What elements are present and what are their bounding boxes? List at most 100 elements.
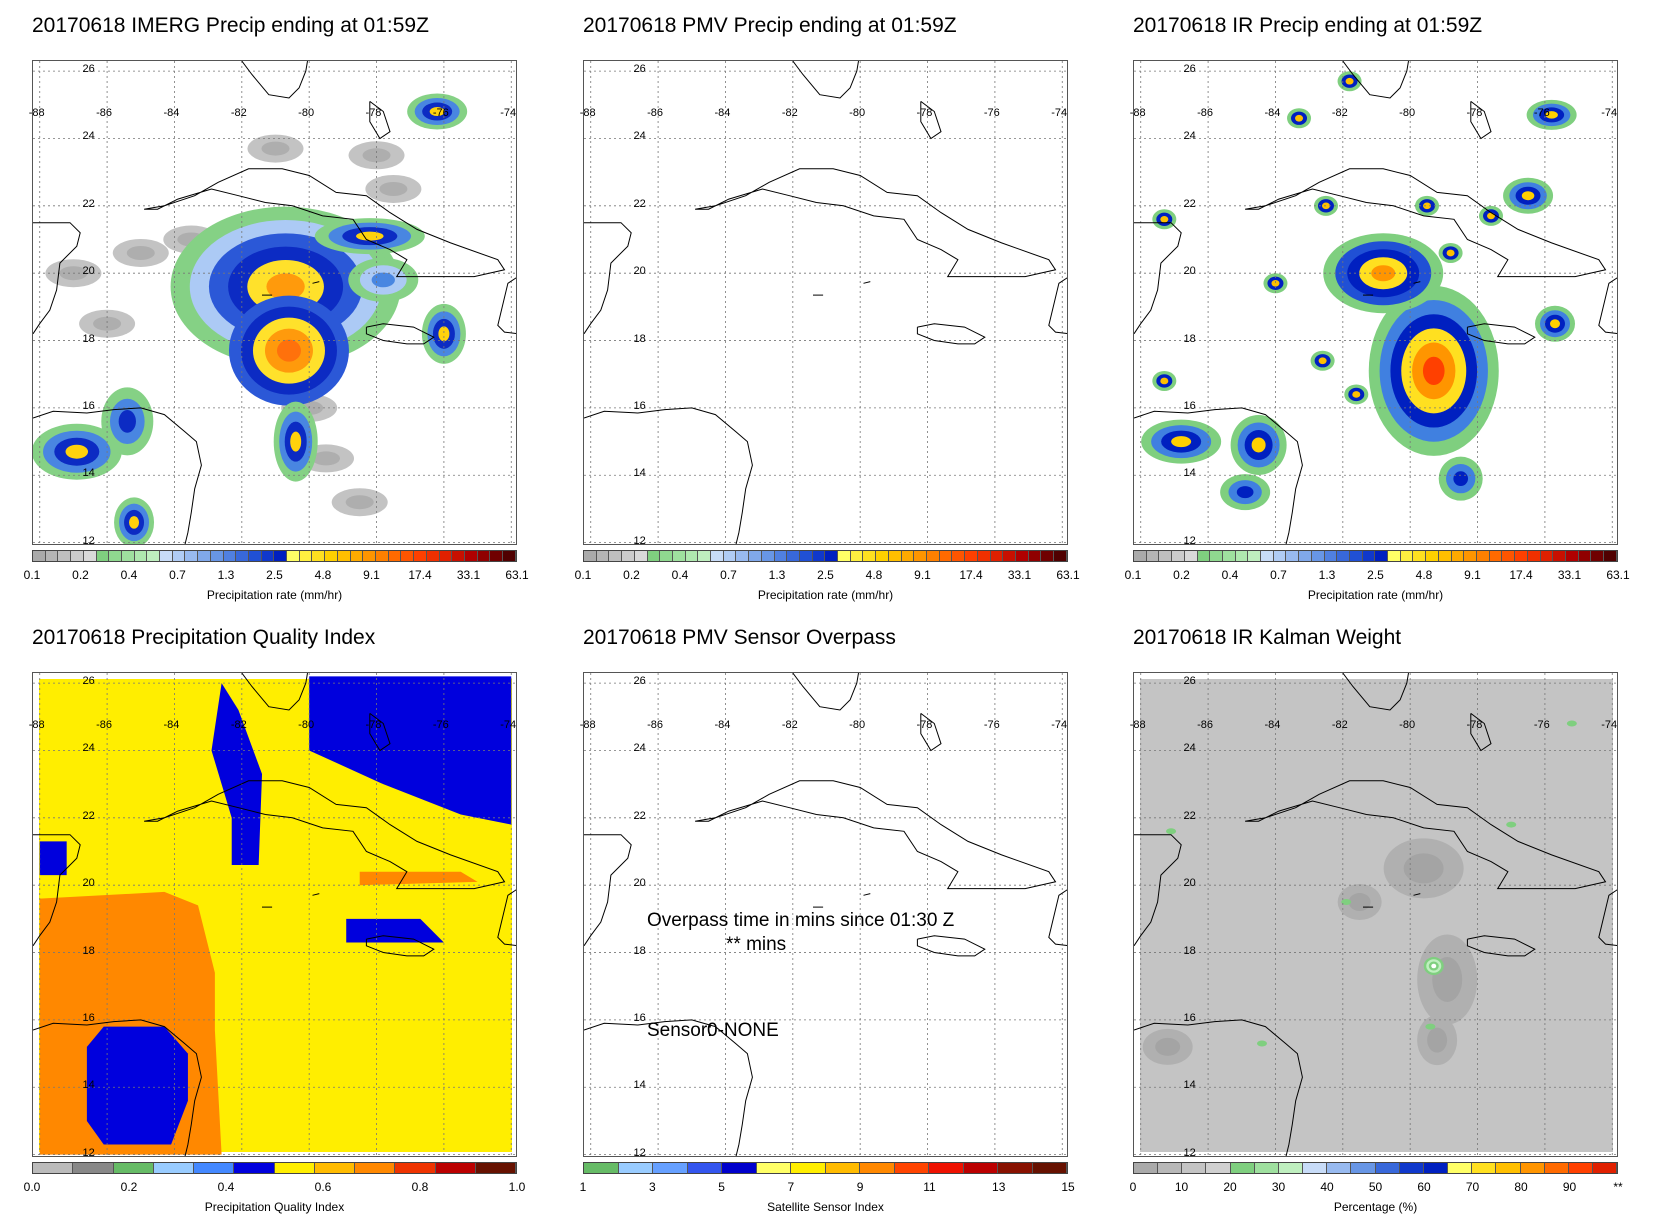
colorbar-swatch [1303,1163,1328,1173]
colorbar-tick-label: 33.1 [1007,568,1032,582]
colorbar-swatch [1230,1163,1255,1173]
lon-label: -88 [1129,107,1146,120]
colorbar-swatch [58,551,72,561]
colorbar-swatch [1054,551,1067,561]
colorbar-tick-label: 0.1 [1124,568,1142,582]
colorbar-ticks: 0 10 20 30 40 50 60 70 80 90 ** [1129,1180,1623,1194]
colorbar-tick-label: 70 [1465,1180,1480,1194]
colorbar-swatch [198,551,211,561]
colorbar-swatch [1544,1163,1569,1173]
colorbar-swatch [1349,551,1363,561]
colorbar-swatch [464,551,478,561]
colorbar-swatch [355,1163,396,1173]
colorbar-swatch [1375,551,1389,561]
colorbar-swatch [1184,551,1198,561]
map-area [583,672,1068,1157]
overpass-text: Overpass time in mins since 01:30 Z [647,910,955,931]
lon-label: -74 [500,107,517,120]
colorbar-swatch [1235,551,1249,561]
colorbar-swatch [1003,551,1016,561]
colorbar-swatch [965,551,978,561]
lat-label: 14 [1183,1079,1196,1092]
lat-label: 26 [633,63,646,76]
colorbar-swatch [876,551,889,561]
panel-title: 20170618 IR Precip ending at 01:59Z [1133,14,1483,37]
colorbar-swatch [1286,551,1300,561]
colorbar-tick-label: 0.1 [574,568,592,582]
colorbar-swatch [96,551,110,561]
colorbar-tick-label: 0.2 [1173,568,1190,582]
colorbar-swatch [685,551,699,561]
lon-label: -78 [1466,719,1483,732]
colorbar-swatch [990,551,1004,561]
lon-label: -80 [849,719,866,732]
lon-label: -74 [1601,107,1618,120]
lat-label: 26 [633,675,646,688]
colorbar-tick-label: 17.4 [408,568,432,582]
colorbar-swatch [1502,551,1516,561]
colorbar-tick-label: 1.3 [217,568,235,582]
lon-label: -76 [983,719,1000,732]
colorbar-swatch [185,551,199,561]
colorbar-tick-label: ** [1613,1180,1623,1194]
lon-label: -78 [365,719,382,732]
colorbar-swatch [1278,1163,1304,1173]
lat-label: 22 [633,197,646,210]
map-area [583,60,1068,545]
lon-label: -80 [849,107,866,120]
colorbar-swatch [147,551,161,561]
lon-label: -84 [1264,107,1281,120]
lon-label: -76 [432,719,449,732]
lat-label: 12 [1183,534,1196,547]
colorbar-tick-label: 0.7 [169,568,186,582]
colorbar-swatch [248,551,262,561]
lat-label: 26 [1183,675,1196,688]
colorbar-tick-label: 1 [579,1180,587,1194]
colorbar-swatch [799,551,813,561]
colorbar-tick-label: 9 [856,1180,864,1194]
lon-label: -86 [96,107,112,120]
colorbar-swatch [647,551,661,561]
panel-sensor: 20170618 PMV Sensor Overpass -88 -86 -84 -82… [579,612,1123,1218]
colorbar-swatch [791,1163,826,1173]
lat-label: 18 [1183,332,1196,345]
colorbar-swatch [1520,1163,1545,1173]
colorbar-tick-label: 0.7 [720,568,737,582]
lon-label: -80 [1399,107,1416,120]
lat-label: 14 [1183,467,1196,480]
lon-label: -76 [1533,107,1550,120]
lat-label: 22 [82,809,95,822]
colorbar-swatch [1515,551,1528,561]
colorbar-tick-label: 9.1 [1464,568,1481,582]
lon-label: -82 [781,107,798,120]
colorbar-swatch [1375,1163,1400,1173]
lon-label: -82 [230,719,247,732]
colorbar-swatch [1553,551,1566,561]
colorbar-swatch [596,551,610,561]
panel-imerg: 20170618 IMERG Precip ending at 01:59Z -8… [24,0,572,606]
map-svg [33,61,516,544]
map-svg [33,673,516,1156]
colorbar-swatch [1327,1163,1352,1173]
colorbar-tick-label: 0 [1129,1180,1137,1194]
lon-label: -84 [714,719,731,732]
colorbar [583,1162,1068,1174]
colorbar-swatch [939,551,953,561]
colorbar-tick-label: 7 [787,1180,795,1194]
lat-label: 14 [82,467,95,480]
lon-label: -88 [28,719,45,732]
lon-label: -82 [1331,719,1348,732]
colorbar-swatch [435,1163,476,1173]
colorbar-swatch [914,551,927,561]
colorbar-swatch [1527,551,1541,561]
colorbar-swatch [401,551,415,561]
colorbar-tick-label: 90 [1562,1180,1577,1194]
lon-label: -82 [781,719,798,732]
lat-label: 20 [633,877,646,890]
colorbar-ticks: 0.1 0.2 0.4 0.7 1.3 2.5 4.8 9.1 17.4 33.1 63.1 [575,568,1080,582]
colorbar-swatch [325,551,338,561]
lon-label: -78 [916,719,933,732]
colorbar-swatch [395,1163,436,1173]
colorbar-tick-label: 13 [992,1180,1006,1194]
colorbar-swatch [490,551,504,561]
